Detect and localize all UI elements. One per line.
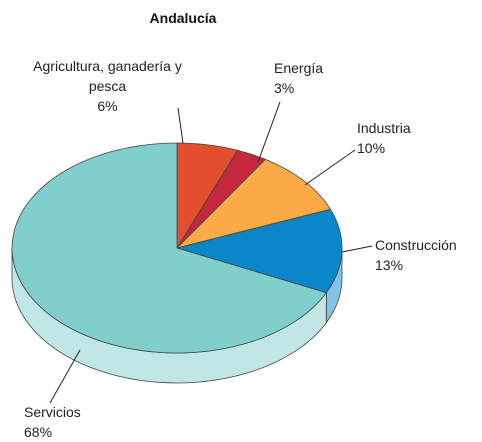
pie-slice bbox=[11, 142, 327, 354]
value-label: 10% bbox=[357, 140, 386, 156]
category-name: Agricultura, ganadería y pesca bbox=[33, 58, 182, 94]
leader-line bbox=[341, 245, 373, 253]
slice-label: Agricultura, ganadería y pesca 6% bbox=[30, 56, 185, 116]
slice-label: Construcción 13% bbox=[375, 235, 482, 275]
leader-lines bbox=[49, 101, 373, 404]
category-name: Servicios bbox=[24, 404, 81, 420]
pie-slice bbox=[175, 208, 343, 294]
pie-slice bbox=[175, 158, 332, 249]
slice-label: Industria 10% bbox=[357, 118, 467, 158]
category-name: Construcción bbox=[375, 237, 457, 253]
value-label: 13% bbox=[375, 257, 404, 273]
value-label: 3% bbox=[274, 80, 295, 96]
leader-line bbox=[304, 149, 356, 186]
value-label: 6% bbox=[97, 98, 118, 114]
category-name: Industria bbox=[357, 120, 411, 136]
leader-line bbox=[177, 107, 184, 144]
category-name: Energía bbox=[274, 60, 324, 76]
value-label: 68% bbox=[24, 424, 53, 440]
slice-label: Energía 3% bbox=[274, 58, 374, 98]
chart-title: Andalucía bbox=[149, 10, 217, 26]
slice-label: Servicios 68% bbox=[24, 402, 134, 442]
leader-line bbox=[257, 101, 281, 163]
leader-line bbox=[49, 349, 81, 404]
